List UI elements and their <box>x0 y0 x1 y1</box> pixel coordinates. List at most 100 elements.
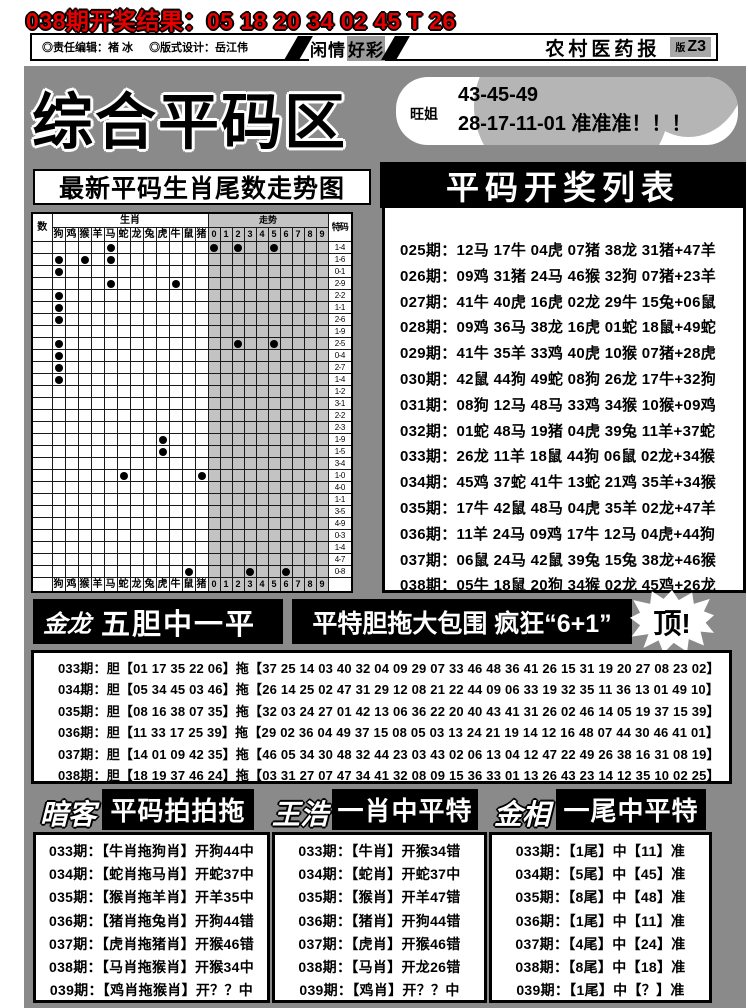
dot-marker <box>106 243 115 252</box>
zodiac-cell <box>194 529 209 542</box>
digit-cell <box>219 457 233 470</box>
digit-cell <box>279 505 293 518</box>
zodiac-cell <box>194 349 209 362</box>
zodiac-cell <box>142 349 157 362</box>
zodiac-cell <box>194 457 209 470</box>
digit-cell <box>267 277 281 290</box>
digit-cell <box>303 445 317 458</box>
digit-cell <box>303 313 317 326</box>
tema-label-cell: 0-3 <box>327 529 353 542</box>
digit-cell <box>267 253 281 266</box>
tipster-name: 旺姐 <box>410 106 438 122</box>
zodiac-cell <box>181 397 196 410</box>
zodiac-cell <box>155 541 170 554</box>
trend-group-header: 走势 <box>207 212 329 228</box>
digit-cell <box>255 241 269 254</box>
zodiac-cell <box>77 565 92 578</box>
digit-cell <box>207 361 221 374</box>
zodiac-cell <box>64 241 79 254</box>
digit-header-cell: 4 <box>255 227 269 242</box>
result-row: 032期：01蛇 48马 19猪 04虎 39兔 11羊+37蛇 <box>400 422 716 440</box>
digit-cell <box>315 457 329 470</box>
digit-cell <box>207 253 221 266</box>
zodiac-cell <box>129 517 144 530</box>
zodiac-cell <box>142 433 157 446</box>
zodiac-cell <box>142 361 157 374</box>
dot-marker <box>234 339 242 348</box>
zodiac-cell <box>129 565 144 578</box>
zodiac-cell <box>155 409 170 422</box>
digit-cell <box>207 469 221 482</box>
digit-cell <box>219 349 233 362</box>
tipster-row: 039期：【1尾】中【？】准 <box>516 982 685 999</box>
zodiac-header-cell: 兔 <box>142 227 157 242</box>
zodiac-cell <box>103 529 118 542</box>
zodiac-cell <box>90 361 105 374</box>
digit-cell <box>207 505 221 518</box>
digit-cell <box>231 445 245 458</box>
zodiac-cell <box>155 313 170 326</box>
zodiac-cell <box>194 421 209 434</box>
digit-cell <box>207 349 221 362</box>
digit-cell <box>315 253 329 266</box>
num-cell <box>31 289 53 302</box>
tema-label-cell: 2-9 <box>327 277 353 290</box>
digit-cell <box>219 397 233 410</box>
digit-cell <box>219 289 233 302</box>
digit-cell <box>231 385 245 398</box>
tema-label-cell: 0-1 <box>327 265 353 278</box>
zodiac-cell <box>51 373 66 386</box>
trend-data-row: 1-4 <box>31 241 353 254</box>
zodiac-cell <box>103 361 118 374</box>
tipster-row: 034期：【蛇肖】开蛇37中 <box>298 866 461 883</box>
zodiac-cell <box>90 529 105 542</box>
digit-cell <box>231 325 245 338</box>
zodiac-cell <box>168 313 183 326</box>
digit-cell <box>255 265 269 278</box>
digit-cell <box>243 373 257 386</box>
zodiac-cell <box>77 409 92 422</box>
zodiac-cell <box>116 433 131 446</box>
zodiac-cell <box>51 553 66 566</box>
zodiac-cell <box>129 421 144 434</box>
zodiac-cell <box>64 493 79 506</box>
zodiac-cell <box>155 517 170 530</box>
digit-cell <box>207 373 221 386</box>
masthead-bar: ◎责任编辑：褚 冰 ◎版式设计：岳江伟 闲情 好彩 农村医药报 版 Z3 <box>30 33 718 61</box>
zodiac-cell <box>181 241 196 254</box>
zodiac-cell <box>116 541 131 554</box>
zodiac-cell <box>194 445 209 458</box>
result-row: 035期：17牛 42鼠 48马 04虎 35羊 02龙+47羊 <box>400 499 717 517</box>
num-cell <box>31 373 53 386</box>
digit-cell <box>315 493 329 506</box>
digit-cell <box>267 517 281 530</box>
zodiac-cell <box>181 277 196 290</box>
digit-cell <box>243 289 257 302</box>
zodiac-cell <box>181 421 196 434</box>
tema-label-cell: 3-4 <box>327 457 353 470</box>
digit-cell <box>315 289 329 302</box>
digit-cell <box>243 241 257 254</box>
zodiac-cell <box>116 373 131 386</box>
zodiac-cell <box>103 253 118 266</box>
zodiac-cell <box>142 337 157 350</box>
trend-data-row: 2-6 <box>31 313 353 326</box>
zodiac-cell <box>142 277 157 290</box>
zodiac-cell <box>194 385 209 398</box>
zodiac-cell <box>142 289 157 302</box>
digit-cell <box>279 421 293 434</box>
zodiac-cell <box>77 505 92 518</box>
dot-marker <box>234 243 242 252</box>
digit-cell <box>303 253 317 266</box>
zodiac-cell <box>77 277 92 290</box>
trend-chart-table: 数生肖 走势 特码狗鸡猴羊马蛇龙兔虎牛鼠猪 0 1 2 3 4 5 6 7 8 9 1-4 1-6 0-1 2-… <box>31 212 353 593</box>
zodiac-cell <box>90 517 105 530</box>
result-row: 033期：26龙 11羊 18鼠 44狗 06鼠 02龙+34猴 <box>400 448 716 466</box>
digit-cell <box>279 433 293 446</box>
zodiac-group-header: 生肖 <box>51 212 209 228</box>
zodiac-cell <box>168 301 183 314</box>
tipster-row: 036期：【猪肖拖兔肖】开狗44错 <box>48 912 255 929</box>
zodiac-cell <box>116 361 131 374</box>
digit-header-cell: 1 <box>219 227 233 242</box>
zodiac-cell <box>155 505 170 518</box>
